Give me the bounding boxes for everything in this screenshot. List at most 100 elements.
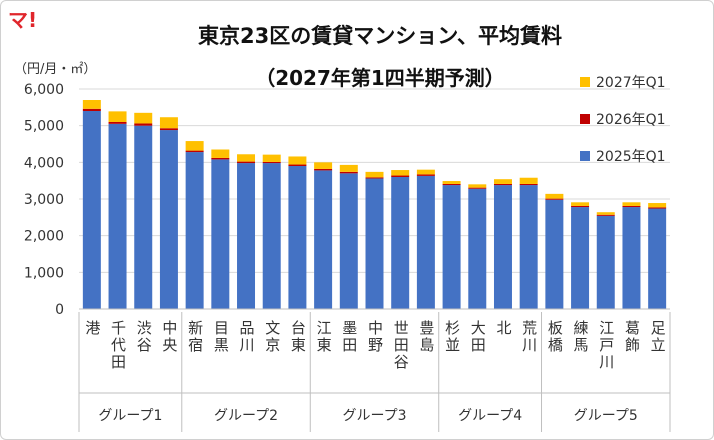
chart-title: 東京23区の賃貸マンション、平均賃料 [198, 24, 562, 48]
bar-segment [545, 193, 564, 199]
x-tick-label: 文京 [265, 319, 280, 354]
bar-segment [416, 175, 435, 309]
bar-segment [211, 157, 230, 160]
x-tick-label: 北 [496, 319, 511, 337]
bar-segment [596, 215, 615, 309]
bar-segment [571, 205, 590, 208]
bar-segment [648, 203, 667, 208]
x-tick-label: 目黒 [214, 319, 229, 354]
legend-swatch [580, 77, 590, 87]
bar-segment [237, 154, 256, 162]
x-tick-label: 新宿 [188, 319, 203, 354]
bar-segment [159, 130, 178, 309]
legend-label: 2025年Q1 [596, 149, 666, 165]
x-tick-label: 台東 [291, 319, 306, 354]
bar-segment [185, 150, 204, 153]
bar-segment [519, 177, 538, 184]
x-tick-label: 板橋 [548, 319, 563, 354]
bar-segment [108, 122, 127, 124]
bar-segment [134, 123, 153, 126]
bar-segment [108, 111, 127, 122]
bar-segment [365, 171, 384, 178]
bar-segment [185, 141, 204, 151]
brand-logo: マ! [8, 8, 38, 32]
x-tick-label: 墨田 [342, 319, 357, 354]
bar-segment [314, 162, 333, 169]
y-tick-label: 2,000 [24, 229, 64, 245]
x-tick-label: 豊島 [419, 319, 434, 354]
bar-segment [211, 149, 230, 158]
bar-segment [288, 166, 307, 309]
bar-segment [468, 188, 487, 309]
x-tick-label: 江戸川 [599, 319, 614, 371]
y-tick-label: 3,000 [24, 192, 64, 208]
bar-segment [442, 185, 461, 309]
legend-label: 2026年Q1 [596, 112, 666, 128]
bar-segment [391, 170, 410, 176]
bar-segment [622, 202, 641, 206]
x-tick-label: 港 [85, 319, 100, 337]
bar-segment [468, 187, 487, 189]
group-label: グループ4 [458, 408, 522, 424]
legend-swatch [580, 114, 590, 124]
x-tick-label: 江東 [317, 319, 332, 354]
bar-segment [571, 207, 590, 309]
unit-label: （円/月・㎡） [14, 62, 97, 77]
bar-segment [237, 161, 256, 164]
x-tick-label: 葛飾 [625, 319, 640, 354]
bar-segment [211, 159, 230, 309]
bar-segment [314, 168, 333, 171]
bar-segment [262, 154, 281, 162]
bar-segment [493, 179, 512, 184]
bar-segment [134, 125, 153, 310]
y-tick-label: 1,000 [24, 265, 64, 281]
bar-segment [519, 183, 538, 186]
bar-segment [339, 171, 358, 174]
bar-segment [314, 170, 333, 309]
bar-segment [108, 123, 127, 309]
bar-segment [391, 177, 410, 309]
bar-segment [519, 185, 538, 309]
x-tick-label: 中野 [368, 319, 383, 354]
bar-segment [134, 112, 153, 124]
x-tick-label: 杉並 [445, 319, 460, 354]
x-tick-label: 中央 [162, 319, 177, 354]
bar-segment [545, 198, 564, 200]
bar-segment [365, 178, 384, 309]
bar-segment [442, 181, 461, 184]
bar-segment [159, 117, 178, 129]
bar-segment [416, 174, 435, 176]
group-label: グループ3 [342, 408, 406, 424]
bar-segment [262, 161, 281, 164]
x-tick-label: 練馬 [574, 319, 589, 354]
y-tick-label: 6,000 [24, 82, 64, 98]
legend-label: 2027年Q1 [596, 75, 666, 91]
bar-segment [288, 164, 307, 166]
bar-segment [596, 214, 615, 216]
bar-segment [185, 152, 204, 309]
bar-segment [571, 202, 590, 206]
y-tick-label: 5,000 [24, 119, 64, 135]
bar-segment [493, 183, 512, 186]
bar-segment [622, 207, 641, 309]
bar-segment [82, 100, 101, 109]
bar-segment [339, 173, 358, 309]
x-tick-label: 足立 [651, 319, 666, 354]
legend-swatch [580, 151, 590, 161]
bar-segment [648, 208, 667, 309]
y-tick-label: 4,000 [24, 155, 64, 171]
y-tick-label: 0 [55, 302, 64, 318]
group-label: グループ5 [574, 408, 638, 424]
bar-segment [262, 163, 281, 309]
group-label: グループ2 [214, 408, 278, 424]
bar-segment [365, 177, 384, 179]
group-label: グループ1 [98, 408, 162, 424]
x-tick-label: 世田谷 [394, 319, 409, 371]
bar-segment [288, 156, 307, 165]
bar-segment [596, 212, 615, 215]
x-tick-label: 千代田 [111, 319, 126, 371]
bar-segment [237, 163, 256, 309]
x-tick-label: 大田 [471, 319, 486, 354]
x-tick-label: 渋谷 [137, 319, 152, 354]
